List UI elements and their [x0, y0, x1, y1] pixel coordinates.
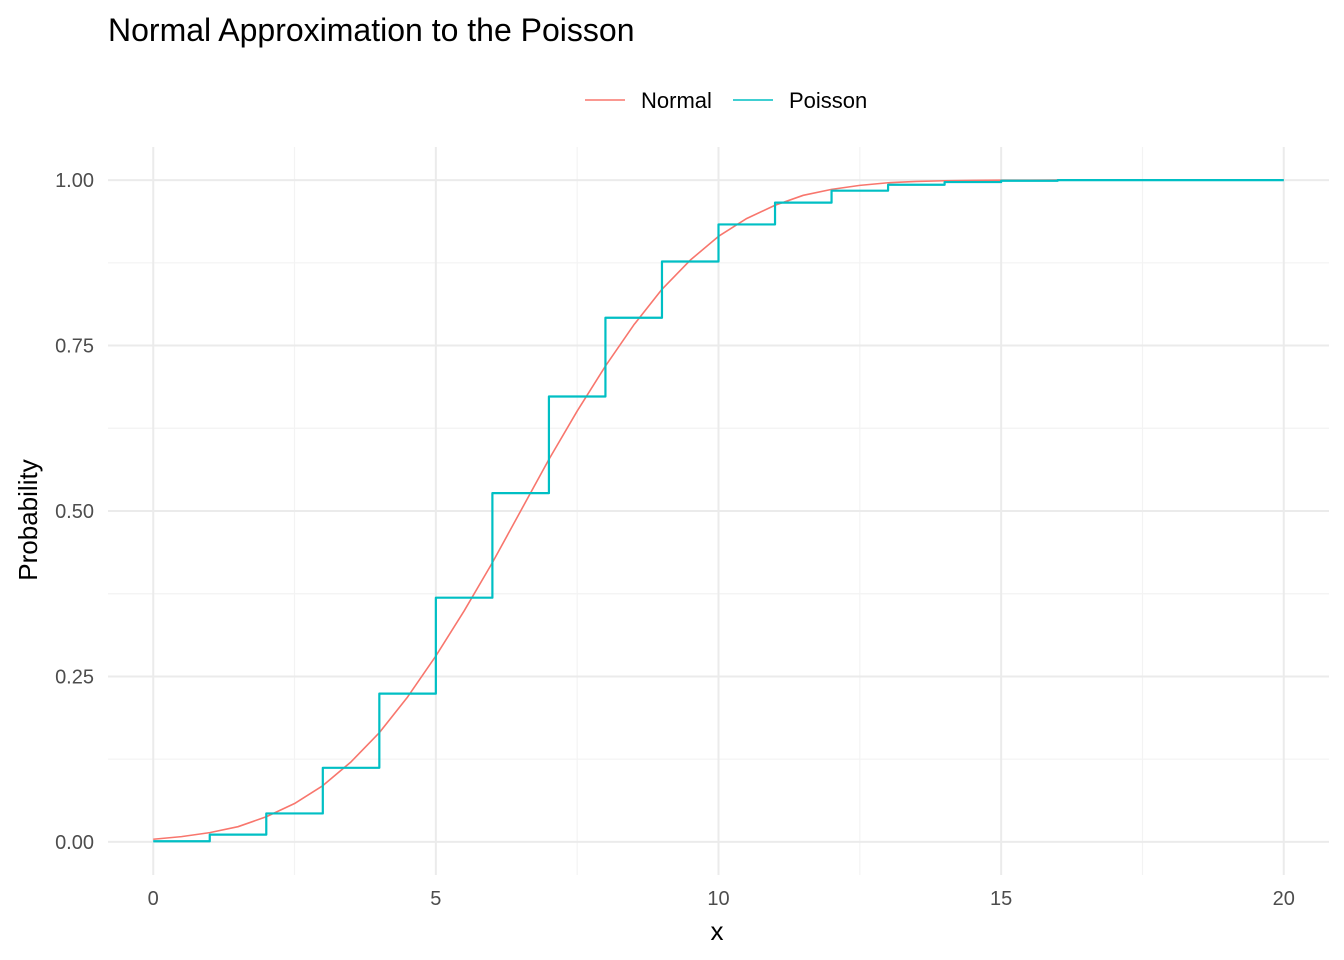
y-tick-label: 1.00 [55, 170, 94, 192]
x-tick-label: 5 [430, 888, 441, 910]
y-tick-label: 0.00 [55, 832, 94, 854]
y-tick-label: 0.75 [55, 336, 94, 358]
chart-title: Normal Approximation to the Poisson [108, 12, 634, 48]
y-axis-title: Probability [13, 459, 43, 580]
legend-label-poisson: Poisson [789, 88, 867, 113]
y-tick-label: 0.50 [55, 501, 94, 523]
x-tick-label: 20 [1273, 888, 1295, 910]
x-tick-label: 15 [990, 888, 1012, 910]
legend: Normal Poisson [585, 88, 867, 113]
x-axis-title: x [711, 916, 724, 946]
y-axis-ticks: 0.00 0.25 0.50 0.75 1.00 [55, 170, 94, 854]
series-layer [153, 178, 1284, 843]
y-tick-label: 0.25 [55, 666, 94, 688]
legend-label-normal: Normal [641, 88, 712, 113]
series-line-poisson [153, 178, 1284, 843]
grid [108, 147, 1329, 875]
x-axis-ticks: 0 5 10 15 20 [148, 888, 1295, 910]
x-tick-label: 0 [148, 888, 159, 910]
x-tick-label: 10 [707, 888, 729, 910]
